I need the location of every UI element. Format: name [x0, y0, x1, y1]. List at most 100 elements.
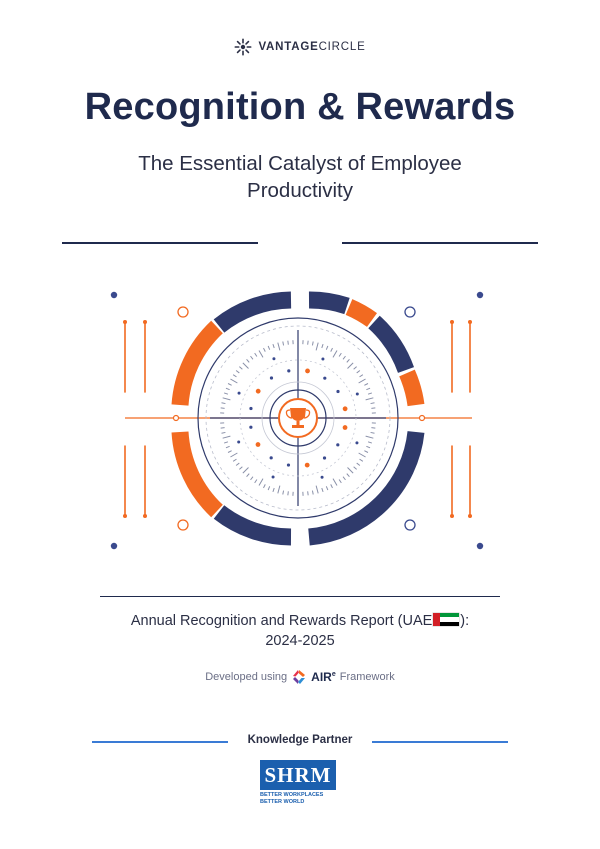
- tick-mark: [272, 343, 275, 349]
- tick-mark: [347, 362, 354, 369]
- tick-mark: [315, 485, 319, 494]
- tick-mark: [338, 352, 342, 357]
- scatter-dot: [305, 368, 310, 374]
- corner-dot-icon: [110, 542, 118, 550]
- tick-mark: [358, 378, 366, 384]
- page-subtitle: The Essential Catalyst of Employee Produ…: [100, 150, 500, 204]
- tick-mark: [330, 347, 333, 352]
- tick-mark: [222, 397, 231, 401]
- tick-mark: [263, 347, 266, 352]
- tick-mark: [221, 431, 226, 434]
- uae-flag-icon: [433, 613, 460, 626]
- tick-mark: [346, 473, 350, 477]
- report-title: Annual Recognition and Rewards Report (U…: [60, 611, 540, 651]
- tick-mark: [358, 452, 366, 458]
- tick-mark: [325, 345, 329, 350]
- scatter-dot: [255, 442, 261, 447]
- brand-name-thin: CIRCLE: [318, 41, 366, 53]
- tick-mark: [315, 342, 319, 351]
- tick-mark: [330, 484, 333, 489]
- tick-mark: [365, 435, 374, 439]
- tick-mark: [242, 467, 249, 474]
- tick-mark: [307, 491, 309, 496]
- tick-mark: [254, 352, 258, 357]
- scatter-dot: [249, 406, 253, 411]
- tick-mark: [267, 486, 271, 491]
- tick-mark: [367, 392, 373, 395]
- ring-marker-icon: [404, 519, 416, 531]
- scatter-dot: [272, 357, 276, 361]
- scatter-dot: [355, 441, 359, 445]
- tick-mark: [346, 359, 350, 363]
- scatter-dot: [323, 376, 327, 380]
- tick-mark: [239, 366, 243, 370]
- scatter-dot: [336, 389, 340, 394]
- vantage-circle-logo-icon: [234, 38, 252, 56]
- corner-dot-icon: [476, 542, 484, 550]
- scatter-dot: [355, 392, 359, 396]
- tick-mark: [370, 402, 375, 405]
- tick-mark: [250, 476, 254, 481]
- tick-mark: [267, 345, 271, 350]
- brand-name-bold: VANTAGE: [258, 41, 319, 53]
- framework-prefix: Developed using: [205, 671, 288, 683]
- tick-mark: [347, 467, 354, 474]
- divider-left: [62, 242, 258, 244]
- brand-logo: VANTAGECIRCLE: [0, 38, 600, 56]
- tick-mark: [338, 479, 342, 484]
- tick-mark: [311, 490, 314, 495]
- scatter-dot: [269, 376, 274, 380]
- tick-mark: [258, 478, 264, 486]
- tick-mark: [353, 466, 357, 470]
- corner-dot-icon: [476, 291, 484, 299]
- scatter-dot: [342, 406, 348, 412]
- side-bars-left: [124, 321, 146, 517]
- tick-mark: [366, 445, 371, 449]
- trophy-icon: [278, 398, 318, 438]
- corner-dot-icon: [110, 291, 118, 299]
- tick-mark: [222, 435, 231, 439]
- subtitle-line-1: The Essential Catalyst of Employee: [138, 152, 462, 175]
- shrm-logo-mark: SHRM: [260, 760, 336, 790]
- scatter-dot: [271, 475, 275, 479]
- tick-mark: [272, 487, 275, 493]
- tick-mark: [227, 383, 232, 386]
- framework-suffix: Framework: [339, 671, 395, 683]
- page-title: Recognition & Rewards: [84, 86, 516, 128]
- scatter-dot: [322, 456, 327, 460]
- partner-divider-left: [92, 741, 228, 743]
- tick-mark: [321, 343, 324, 349]
- subtitle-line-2: Productivity: [247, 179, 353, 202]
- framework-name-text: AIR: [311, 670, 332, 684]
- tick-mark: [263, 484, 266, 489]
- tick-mark: [356, 370, 361, 374]
- report-title-prefix: Annual Recognition and Rewards Report (U…: [130, 613, 433, 629]
- scatter-dot: [249, 425, 253, 429]
- ring-marker-icon: [177, 519, 189, 531]
- scatter-dot: [336, 443, 340, 447]
- framework-name-sup: e: [331, 671, 336, 678]
- ring-marker-icon: [177, 306, 189, 318]
- tick-mark: [370, 431, 375, 434]
- tick-mark: [364, 450, 369, 453]
- report-title-suffix: ):: [460, 613, 470, 629]
- scatter-dot: [237, 391, 241, 395]
- tick-mark: [232, 458, 237, 462]
- tick-mark: [230, 452, 238, 458]
- tick-mark: [282, 490, 285, 495]
- partner-divider-right: [372, 741, 508, 743]
- tick-mark: [258, 350, 264, 358]
- tick-mark: [282, 341, 285, 346]
- shrm-tagline-line-1: BETTER WORKPLACES: [260, 792, 324, 798]
- report-title-line-2: 2024-2025: [265, 633, 335, 649]
- tick-mark: [225, 387, 230, 391]
- tick-mark: [250, 355, 254, 360]
- shrm-logo: SHRM BETTER WORKPLACES BETTER WORLD: [260, 760, 338, 805]
- ring-marker-icon: [404, 306, 416, 318]
- air-framework-logo-icon: [293, 670, 306, 684]
- tick-mark: [325, 486, 329, 491]
- divider-report: [100, 596, 500, 598]
- tick-mark: [307, 340, 309, 345]
- tick-mark: [223, 392, 229, 395]
